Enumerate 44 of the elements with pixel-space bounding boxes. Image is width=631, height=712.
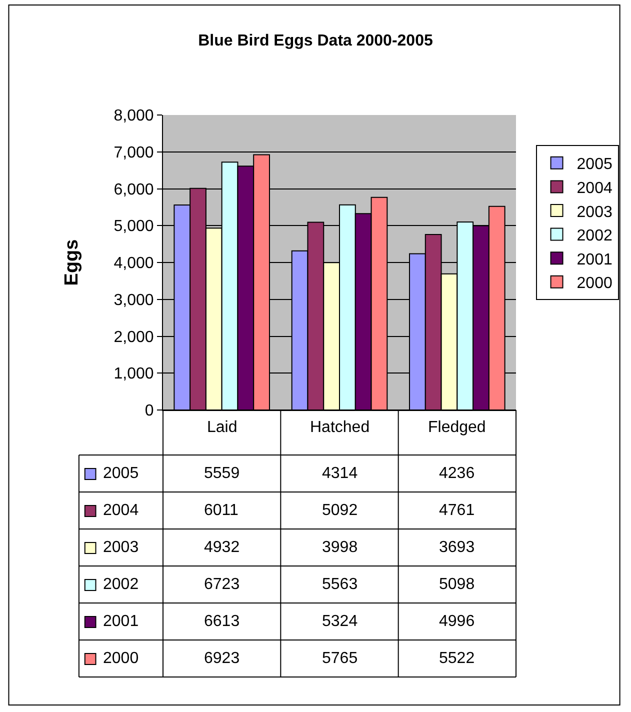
y-tick-label: 2,000 — [114, 328, 154, 346]
text: 2002 — [103, 576, 139, 593]
x-tick-label: Laid — [207, 419, 238, 436]
legend-label: 2003 — [576, 204, 612, 221]
data-label: 5522 — [439, 650, 475, 667]
y-tick-label: 1,000 — [114, 366, 154, 383]
data-label: 4761 — [439, 502, 475, 519]
x-tick-label: Hatched — [310, 419, 370, 436]
text: 2005 — [576, 156, 612, 174]
legend-label: 2001 — [576, 251, 612, 268]
legend-label: 2002 — [576, 228, 612, 245]
text: 2003 — [103, 539, 139, 556]
chart-title: Blue Bird Eggs Data 2000-2005 — [198, 32, 433, 50]
data-label: 5092 — [322, 502, 358, 519]
y-tick-label: 7,000 — [114, 144, 154, 162]
legend-label: 2005 — [103, 465, 139, 482]
data-label: 4932 — [204, 539, 240, 556]
y-tick-label: 5,000 — [114, 218, 154, 236]
data-label: 6011 — [204, 502, 239, 519]
y-axis-title: Eggs — [62, 239, 83, 286]
data-label: 4314 — [322, 465, 358, 482]
y-tick-label: 0 — [144, 402, 154, 420]
data-label: 6923 — [204, 650, 240, 667]
legend-label: 2004 — [103, 502, 139, 519]
y-tick-label: 6,000 — [114, 181, 154, 198]
text: 2004 — [576, 180, 612, 197]
data-label: 5559 — [204, 465, 240, 482]
legend-label: 2000 — [576, 275, 612, 292]
data-label: 3693 — [439, 539, 475, 556]
y-tick-label: 3,000 — [114, 292, 154, 309]
text: 2001 — [103, 613, 139, 630]
text: 2000 — [103, 650, 139, 667]
data-label: 4236 — [439, 465, 475, 482]
data-label: 5098 — [439, 576, 475, 593]
data-label: 6723 — [204, 576, 240, 593]
y-tick-label: 8,000 — [114, 108, 154, 125]
data-label: 5324 — [322, 613, 358, 630]
y-tick-label: 4,000 — [114, 255, 154, 272]
data-label: 4996 — [439, 613, 475, 630]
data-label: 5563 — [322, 576, 358, 593]
x-tick-label: Fledged — [428, 419, 486, 436]
data-label: 5765 — [322, 650, 358, 667]
data-label: 6613 — [204, 613, 240, 630]
data-label: 3998 — [322, 539, 358, 556]
